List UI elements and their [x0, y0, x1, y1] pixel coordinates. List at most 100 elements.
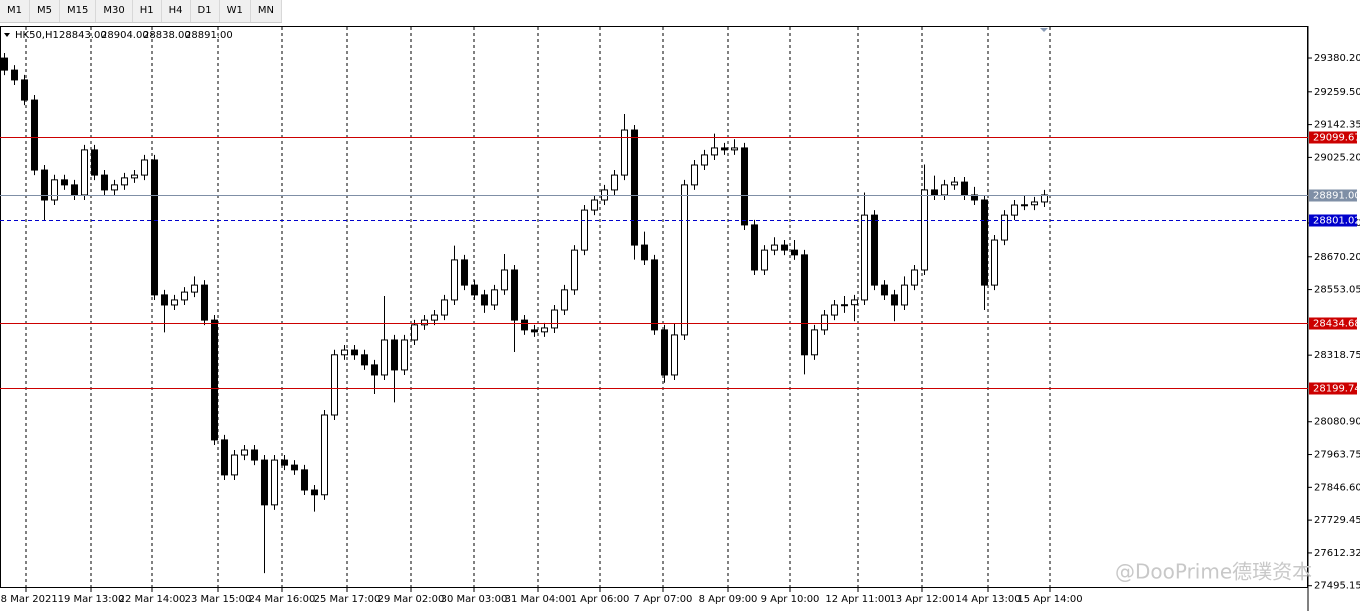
symbol: HK50,H1	[15, 30, 59, 41]
x-tick-label: 30 Mar 03:00	[441, 594, 508, 605]
candle-body	[191, 284, 198, 293]
candle-body	[261, 459, 268, 506]
x-tick-label: 12 Apr 11:00	[825, 594, 890, 605]
candle-body	[621, 129, 628, 176]
candle-body	[451, 259, 458, 301]
candle-body	[891, 294, 898, 306]
candle-body	[541, 327, 548, 333]
candle-body	[291, 464, 298, 471]
timeframe-button[interactable]: M15	[60, 0, 97, 22]
candle-body	[251, 449, 258, 461]
x-tick-label: 14 Apr 13:00	[955, 594, 1020, 605]
y-tick-label: 27846.60	[1314, 482, 1360, 493]
candle-body	[721, 147, 728, 151]
candle-body	[491, 289, 498, 306]
candle-body	[951, 181, 958, 186]
candle-body	[111, 184, 118, 191]
price-level-label: 28434.68	[1313, 319, 1360, 330]
x-tick-label: 23 Mar 15:00	[185, 594, 252, 605]
candle-body	[171, 299, 178, 306]
candle-body	[351, 349, 358, 356]
x-tick-label: 31 Mar 04:00	[505, 594, 572, 605]
candle-body	[651, 259, 658, 331]
y-tick-label: 27495.15	[1314, 581, 1360, 592]
x-tick-label: 19 Mar 13:00	[58, 594, 125, 605]
timeframe-button[interactable]: H4	[162, 0, 191, 22]
ohlc-open: 28843.00	[59, 30, 107, 41]
y-tick-label: 27963.75	[1314, 450, 1360, 461]
candle-body	[131, 174, 138, 179]
candle-body	[701, 154, 708, 166]
timeframe-button[interactable]: W1	[220, 0, 251, 22]
candle-body	[211, 319, 218, 441]
x-tick-label: 13 Apr 12:00	[889, 594, 954, 605]
price-level-tag	[1309, 214, 1357, 227]
candle-body	[301, 469, 308, 491]
candle-body	[941, 184, 948, 196]
candle-body	[531, 329, 538, 333]
price-level-tag	[1309, 382, 1357, 395]
candle-body	[101, 174, 108, 191]
candle-body	[911, 269, 918, 286]
ohlc-low: 28838.00	[143, 30, 191, 41]
candle-body	[641, 244, 648, 261]
candle-body	[601, 189, 608, 201]
candle-body	[421, 319, 428, 326]
candle-body	[331, 354, 338, 416]
candle-body	[1001, 214, 1008, 241]
candle-body	[471, 284, 478, 296]
candle-body	[801, 254, 808, 356]
watermark: @DooPrime德璞资本	[1115, 560, 1312, 584]
timeframe-button[interactable]: D1	[191, 0, 220, 22]
candle-body	[871, 214, 878, 286]
timeframe-button[interactable]: M30	[96, 0, 133, 22]
candle-body	[1041, 194, 1048, 203]
candle-body	[341, 349, 348, 356]
price-level-tag	[1309, 189, 1357, 202]
timeframe-button[interactable]: MN	[251, 0, 282, 22]
candle-body	[51, 179, 58, 201]
candle-body	[11, 69, 18, 81]
timeframe-button[interactable]: M1	[0, 0, 30, 22]
candle-body	[31, 99, 38, 171]
candle-body	[401, 339, 408, 371]
candle-body	[411, 324, 418, 341]
candle-body	[271, 459, 278, 506]
candle-body	[21, 79, 28, 101]
candle-body	[221, 439, 228, 476]
price-level-label: 29099.67	[1313, 133, 1360, 144]
candle-body	[971, 194, 978, 201]
x-tick-label: 18 Mar 2021	[0, 594, 58, 605]
candle-body	[741, 147, 748, 226]
candle-body	[691, 164, 698, 186]
candle-body	[921, 189, 928, 271]
candle-body	[511, 269, 518, 321]
candle-body	[901, 284, 908, 306]
x-tick-label: 29 Mar 02:00	[378, 594, 445, 605]
y-tick-label: 27729.45	[1314, 515, 1360, 526]
x-tick-label: 1 Apr 06:00	[571, 594, 630, 605]
candle-body	[551, 309, 558, 329]
x-tick-label: 8 Apr 09:00	[699, 594, 758, 605]
candle-body	[391, 339, 398, 371]
candle-body	[751, 224, 758, 271]
candle-body	[981, 199, 988, 286]
candle-body	[681, 184, 688, 336]
candle-body	[1021, 204, 1028, 207]
timeframe-button[interactable]: M5	[30, 0, 60, 22]
candle-body	[821, 314, 828, 331]
candle-body	[781, 244, 788, 251]
candle-body	[151, 159, 158, 296]
candle-body	[1, 57, 8, 71]
price-level-tag	[1309, 317, 1357, 330]
y-tick-label: 28080.90	[1314, 417, 1360, 428]
price-level-label: 28801.02	[1313, 216, 1360, 227]
candle-body	[91, 149, 98, 176]
candle-body	[431, 314, 438, 321]
timeframe-button[interactable]: H1	[133, 0, 162, 22]
candle-body	[1011, 204, 1018, 216]
candle-body	[381, 339, 388, 376]
y-tick-label: 29259.50	[1314, 87, 1360, 98]
shift-marker	[1040, 28, 1048, 32]
